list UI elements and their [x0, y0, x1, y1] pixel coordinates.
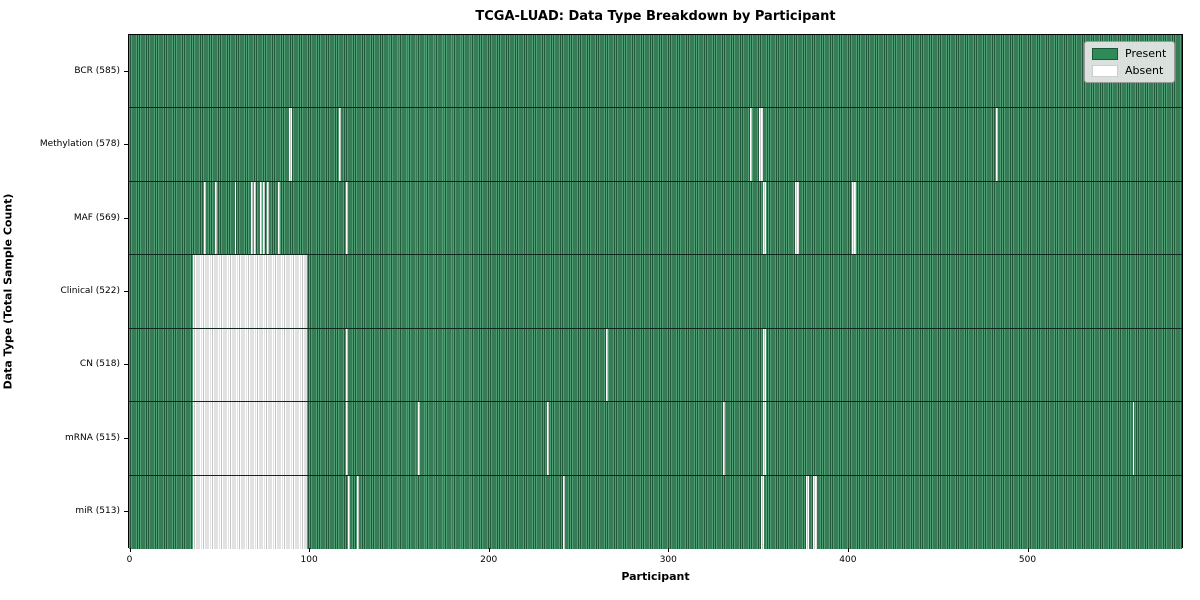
- absent-segment: [759, 108, 763, 181]
- plot-area: [128, 34, 1183, 549]
- absent-segment: [193, 328, 307, 402]
- row-Clinical: [129, 255, 1182, 329]
- absent-segment: [346, 181, 348, 255]
- absent-segment: [277, 181, 280, 255]
- y-tick-label-Methylation: Methylation (578): [39, 139, 120, 150]
- absent-segment: [234, 181, 237, 255]
- row-BCR: [129, 35, 1182, 109]
- y-tick-mark: [124, 291, 128, 292]
- absent-segment: [762, 328, 767, 402]
- absent-segment: [204, 181, 206, 255]
- absent-segment: [760, 475, 765, 549]
- y-tick-label-BCR: BCR (585): [74, 65, 120, 76]
- absent-segment: [266, 181, 269, 255]
- absent-segment: [193, 255, 307, 328]
- absent-segment: [563, 475, 566, 549]
- row-mRNA: [129, 402, 1182, 476]
- x-tick-label-500: 500: [1018, 555, 1037, 565]
- x-tick-label-100: 100: [300, 555, 318, 565]
- row-CN: [129, 328, 1182, 403]
- legend-item-present: Present: [1092, 47, 1167, 60]
- absent-segment: [356, 475, 359, 549]
- y-tick-label-MAF: MAF (569): [73, 212, 120, 223]
- x-axis-label: Participant: [621, 570, 690, 583]
- absent-segment: [1132, 402, 1135, 475]
- absent-segment: [795, 181, 799, 255]
- absent-segment: [288, 108, 293, 181]
- y-tick-mark: [124, 437, 128, 439]
- x-tick-mark: [847, 548, 849, 552]
- chart-title: TCGA-LUAD: Data Type Breakdown by Partic…: [475, 9, 836, 24]
- x-tick-mark: [129, 548, 131, 552]
- y-tick-mark: [124, 144, 128, 146]
- absent-segment: [193, 475, 307, 549]
- absent-segment: [263, 181, 266, 255]
- legend-swatch-present: [1092, 47, 1118, 60]
- absent-segment: [606, 328, 609, 402]
- row-miR: [129, 475, 1182, 549]
- absent-segment: [417, 402, 420, 475]
- legend-item-absent: Absent: [1092, 64, 1167, 77]
- absent-segment: [762, 181, 767, 255]
- legend: Present Absent: [1084, 41, 1175, 83]
- x-tick-label-400: 400: [839, 555, 857, 565]
- y-tick-mark: [124, 511, 128, 513]
- x-tick-label-0: 0: [126, 555, 133, 565]
- y-tick-mark: [124, 364, 128, 366]
- absent-segment: [254, 181, 257, 255]
- absent-segment: [547, 402, 549, 475]
- x-tick-label-300: 300: [659, 555, 677, 565]
- y-tick-mark: [124, 217, 128, 219]
- legend-swatch-absent: [1092, 64, 1118, 77]
- absent-segment: [812, 475, 817, 549]
- absent-segment: [805, 475, 810, 549]
- y-tick-label-Clinical: Clinical (522): [60, 286, 120, 296]
- y-tick-mark: [124, 70, 128, 72]
- absent-segment: [193, 402, 307, 475]
- y-tick-label-CN: CN (518): [79, 359, 120, 370]
- absent-segment: [338, 108, 341, 181]
- absent-segment: [259, 181, 262, 255]
- absent-segment: [214, 181, 217, 255]
- absent-segment: [762, 402, 767, 475]
- absent-segment: [250, 181, 253, 255]
- row-MAF: [129, 181, 1182, 256]
- x-tick-mark: [668, 548, 670, 552]
- absent-segment: [346, 328, 348, 402]
- absent-segment: [996, 108, 998, 181]
- absent-segment: [852, 181, 857, 255]
- y-tick-label-miR: miR (513): [75, 506, 120, 517]
- absent-segment: [723, 402, 725, 475]
- absent-segment: [347, 475, 350, 549]
- legend-label: Absent: [1125, 64, 1164, 77]
- absent-segment: [750, 108, 752, 181]
- x-tick-mark: [309, 548, 311, 552]
- absent-segment: [346, 402, 348, 475]
- x-tick-label-200: 200: [480, 555, 498, 565]
- y-tick-label-mRNA: mRNA (515): [65, 432, 120, 443]
- row-Methylation: [129, 108, 1182, 182]
- x-tick-mark: [1027, 548, 1029, 552]
- legend-label: Present: [1125, 47, 1167, 60]
- x-tick-mark: [488, 548, 490, 552]
